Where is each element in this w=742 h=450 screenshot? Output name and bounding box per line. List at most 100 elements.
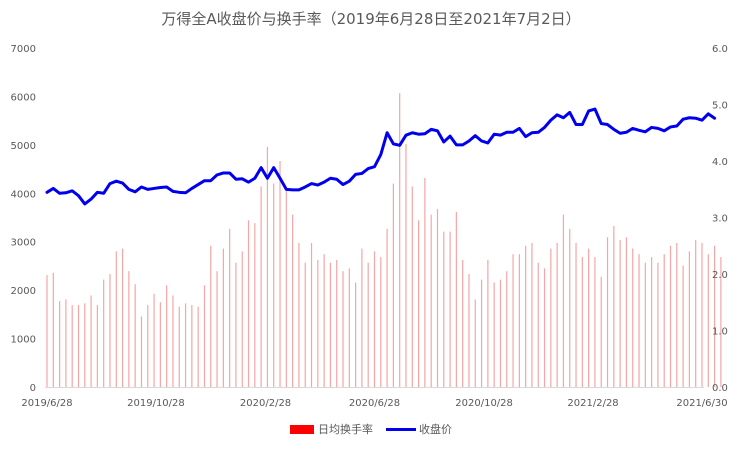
turnover-bar bbox=[455, 211, 457, 387]
turnover-bar bbox=[121, 248, 124, 387]
turnover-bar bbox=[241, 251, 243, 387]
turnover-bar bbox=[537, 262, 539, 387]
turnover-bar bbox=[147, 305, 149, 387]
turnover-bar bbox=[260, 186, 262, 387]
turnover-bar bbox=[399, 93, 401, 387]
y-left-tick-label: 7000 bbox=[11, 44, 36, 55]
close-price-line bbox=[45, 107, 717, 206]
y-right-tick-label: 4.0 bbox=[712, 157, 728, 168]
turnover-bar bbox=[71, 305, 73, 387]
turnover-bar bbox=[342, 271, 344, 387]
turnover-bar bbox=[52, 272, 54, 387]
turnover-bar bbox=[140, 316, 143, 388]
turnover-bar bbox=[298, 242, 300, 387]
turnover-bar bbox=[613, 225, 615, 387]
turnover-bar bbox=[317, 259, 319, 388]
turnover-bar bbox=[273, 183, 275, 387]
turnover-bar bbox=[279, 161, 281, 387]
turnover-bar bbox=[575, 242, 577, 387]
turnover-bar bbox=[184, 303, 187, 387]
turnover-bar bbox=[77, 305, 80, 387]
turnover-bar bbox=[216, 271, 218, 387]
y-left-tick-label: 3000 bbox=[11, 238, 36, 249]
turnover-bar bbox=[499, 279, 502, 387]
turnover-bar bbox=[430, 214, 432, 387]
x-tick-label: 2019/6/28 bbox=[21, 398, 72, 409]
turnover-bar bbox=[480, 279, 483, 387]
turnover-bar bbox=[569, 228, 571, 387]
turnover-bar bbox=[361, 248, 363, 387]
turnover-bar bbox=[310, 242, 313, 387]
y-left-tick-label: 0 bbox=[30, 383, 36, 394]
turnover-bar bbox=[462, 259, 464, 388]
turnover-bar bbox=[153, 293, 155, 387]
turnover-bar bbox=[323, 254, 325, 387]
turnover-bar bbox=[474, 299, 476, 387]
close-price-line-group bbox=[45, 107, 717, 206]
turnover-bar bbox=[336, 259, 338, 388]
turnover-bar bbox=[644, 262, 646, 387]
turnover-bar bbox=[417, 220, 420, 387]
turnover-bar bbox=[632, 248, 634, 387]
turnover-bar bbox=[506, 271, 508, 387]
y-right-tick-label: 5.0 bbox=[712, 101, 728, 112]
turnover-bar bbox=[197, 306, 199, 387]
turnover-bar bbox=[109, 274, 111, 387]
turnover-bar bbox=[367, 262, 369, 387]
legend-label-close: 收盘价 bbox=[419, 422, 452, 436]
turnover-bar bbox=[191, 305, 193, 387]
turnover-bar bbox=[531, 242, 533, 387]
turnover-bar bbox=[468, 274, 470, 387]
turnover-bar bbox=[96, 305, 98, 387]
turnover-bar bbox=[235, 262, 237, 387]
turnover-bar bbox=[701, 242, 703, 387]
y-left-tick-label: 4000 bbox=[11, 189, 36, 200]
turnover-bar bbox=[411, 186, 413, 387]
turnover-bar bbox=[714, 245, 716, 387]
turnover-bar bbox=[134, 284, 136, 387]
turnover-bar bbox=[669, 245, 672, 387]
turnover-bar bbox=[688, 251, 690, 387]
x-tick-label: 2019/10/28 bbox=[127, 398, 185, 409]
turnover-bar bbox=[424, 177, 426, 387]
turnover-bar bbox=[606, 237, 609, 387]
turnover-bar bbox=[657, 262, 659, 387]
y-right-tick-label: 6.0 bbox=[712, 44, 728, 55]
y-left-tick-label: 6000 bbox=[11, 92, 36, 103]
y-left-tick-label: 1000 bbox=[11, 335, 36, 346]
turnover-bar bbox=[518, 254, 520, 387]
chart-title: 万得全A收盘价与换手率（2019年6月28日至2021年7月2日） bbox=[161, 10, 580, 28]
legend-swatch-turnover bbox=[290, 425, 314, 434]
turnover-bar bbox=[285, 189, 287, 387]
turnover-bar bbox=[625, 237, 628, 387]
x-tick-label: 2021/6/30 bbox=[676, 398, 727, 409]
turnover-bar bbox=[663, 254, 665, 387]
turnover-bar bbox=[525, 245, 527, 387]
y-right-tick-label: 0.0 bbox=[712, 383, 728, 394]
turnover-bar bbox=[405, 144, 407, 387]
turnover-bar bbox=[392, 183, 394, 387]
x-tick-label: 2020/10/28 bbox=[455, 398, 513, 409]
turnover-bar bbox=[562, 214, 565, 387]
legend: 日均换手率 收盘价 bbox=[290, 422, 452, 436]
turnover-bar bbox=[90, 295, 92, 387]
legend-label-turnover: 日均换手率 bbox=[318, 422, 373, 436]
turnover-bar bbox=[128, 271, 130, 387]
turnover-bar bbox=[222, 248, 224, 387]
turnover-bar bbox=[600, 276, 602, 387]
turnover-bar bbox=[543, 268, 546, 387]
turnover-bar bbox=[373, 251, 376, 387]
turnover-bar bbox=[355, 282, 357, 387]
turnover-bar bbox=[210, 245, 212, 387]
turnover-bar bbox=[594, 257, 596, 387]
turnover-bar bbox=[247, 220, 250, 387]
turnover-bar bbox=[166, 285, 168, 387]
turnover-bar bbox=[619, 240, 621, 387]
turnover-bar bbox=[443, 231, 445, 388]
turnover-bar bbox=[254, 223, 256, 387]
turnover-bar bbox=[707, 254, 709, 387]
x-tick-label: 2021/2/28 bbox=[567, 398, 618, 409]
turnover-bar bbox=[651, 257, 653, 387]
turnover-bar bbox=[556, 242, 558, 387]
